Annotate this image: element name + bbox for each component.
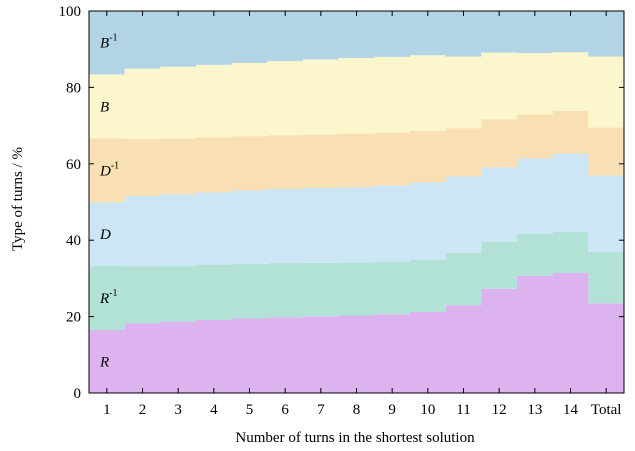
y-tick-label: 60	[66, 157, 81, 173]
band-r-1	[89, 231, 624, 330]
band-label-b: B	[100, 99, 109, 115]
y-axis: 0 20 40 60 80 100	[59, 4, 624, 402]
band-labels: R R-1 D D-1 B B-1	[99, 33, 119, 371]
y-tick-label: 40	[66, 233, 81, 249]
x-tick-label: 4	[210, 402, 218, 418]
x-tick-label: 1	[103, 402, 111, 418]
y-tick-label: 0	[74, 386, 82, 402]
x-tick-label: 11	[456, 402, 470, 418]
x-tick-label: 8	[353, 402, 361, 418]
band-d-1	[89, 110, 624, 203]
y-axis-label: Type of turns / %	[10, 147, 26, 251]
band-r	[89, 273, 624, 393]
band-label-r: R	[99, 354, 109, 370]
y-tick-label: 80	[66, 80, 81, 96]
band-b	[89, 52, 624, 139]
x-tick-label: 6	[281, 402, 289, 418]
x-tick-label: 10	[420, 402, 435, 418]
x-tick-label: 3	[174, 402, 182, 418]
x-tick-label: 14	[563, 402, 579, 418]
y-tick-label: 20	[66, 310, 81, 326]
x-tick-label: Total	[591, 402, 622, 418]
x-tick-label: 13	[527, 402, 542, 418]
x-tick-label: 2	[139, 402, 147, 418]
x-tick-label: 12	[492, 402, 507, 418]
band-label-b-1: B-1	[100, 33, 118, 52]
x-tick-label: 9	[388, 402, 396, 418]
x-tick-label: 5	[246, 402, 254, 418]
x-tick-label: 7	[317, 402, 325, 418]
band-b-1	[89, 11, 624, 75]
x-axis-label: Number of turns in the shortest solution	[235, 430, 475, 446]
y-tick-label: 100	[59, 4, 82, 20]
band-label-r-1: R-1	[99, 288, 118, 307]
band-d	[89, 153, 624, 267]
x-axis: 1 2 3 4 5 6 7 8 9 10 11 12 13 14 Total	[103, 11, 621, 418]
band-layer	[89, 11, 624, 393]
band-label-d-1: D-1	[99, 160, 119, 179]
band-label-d: D	[99, 227, 111, 243]
